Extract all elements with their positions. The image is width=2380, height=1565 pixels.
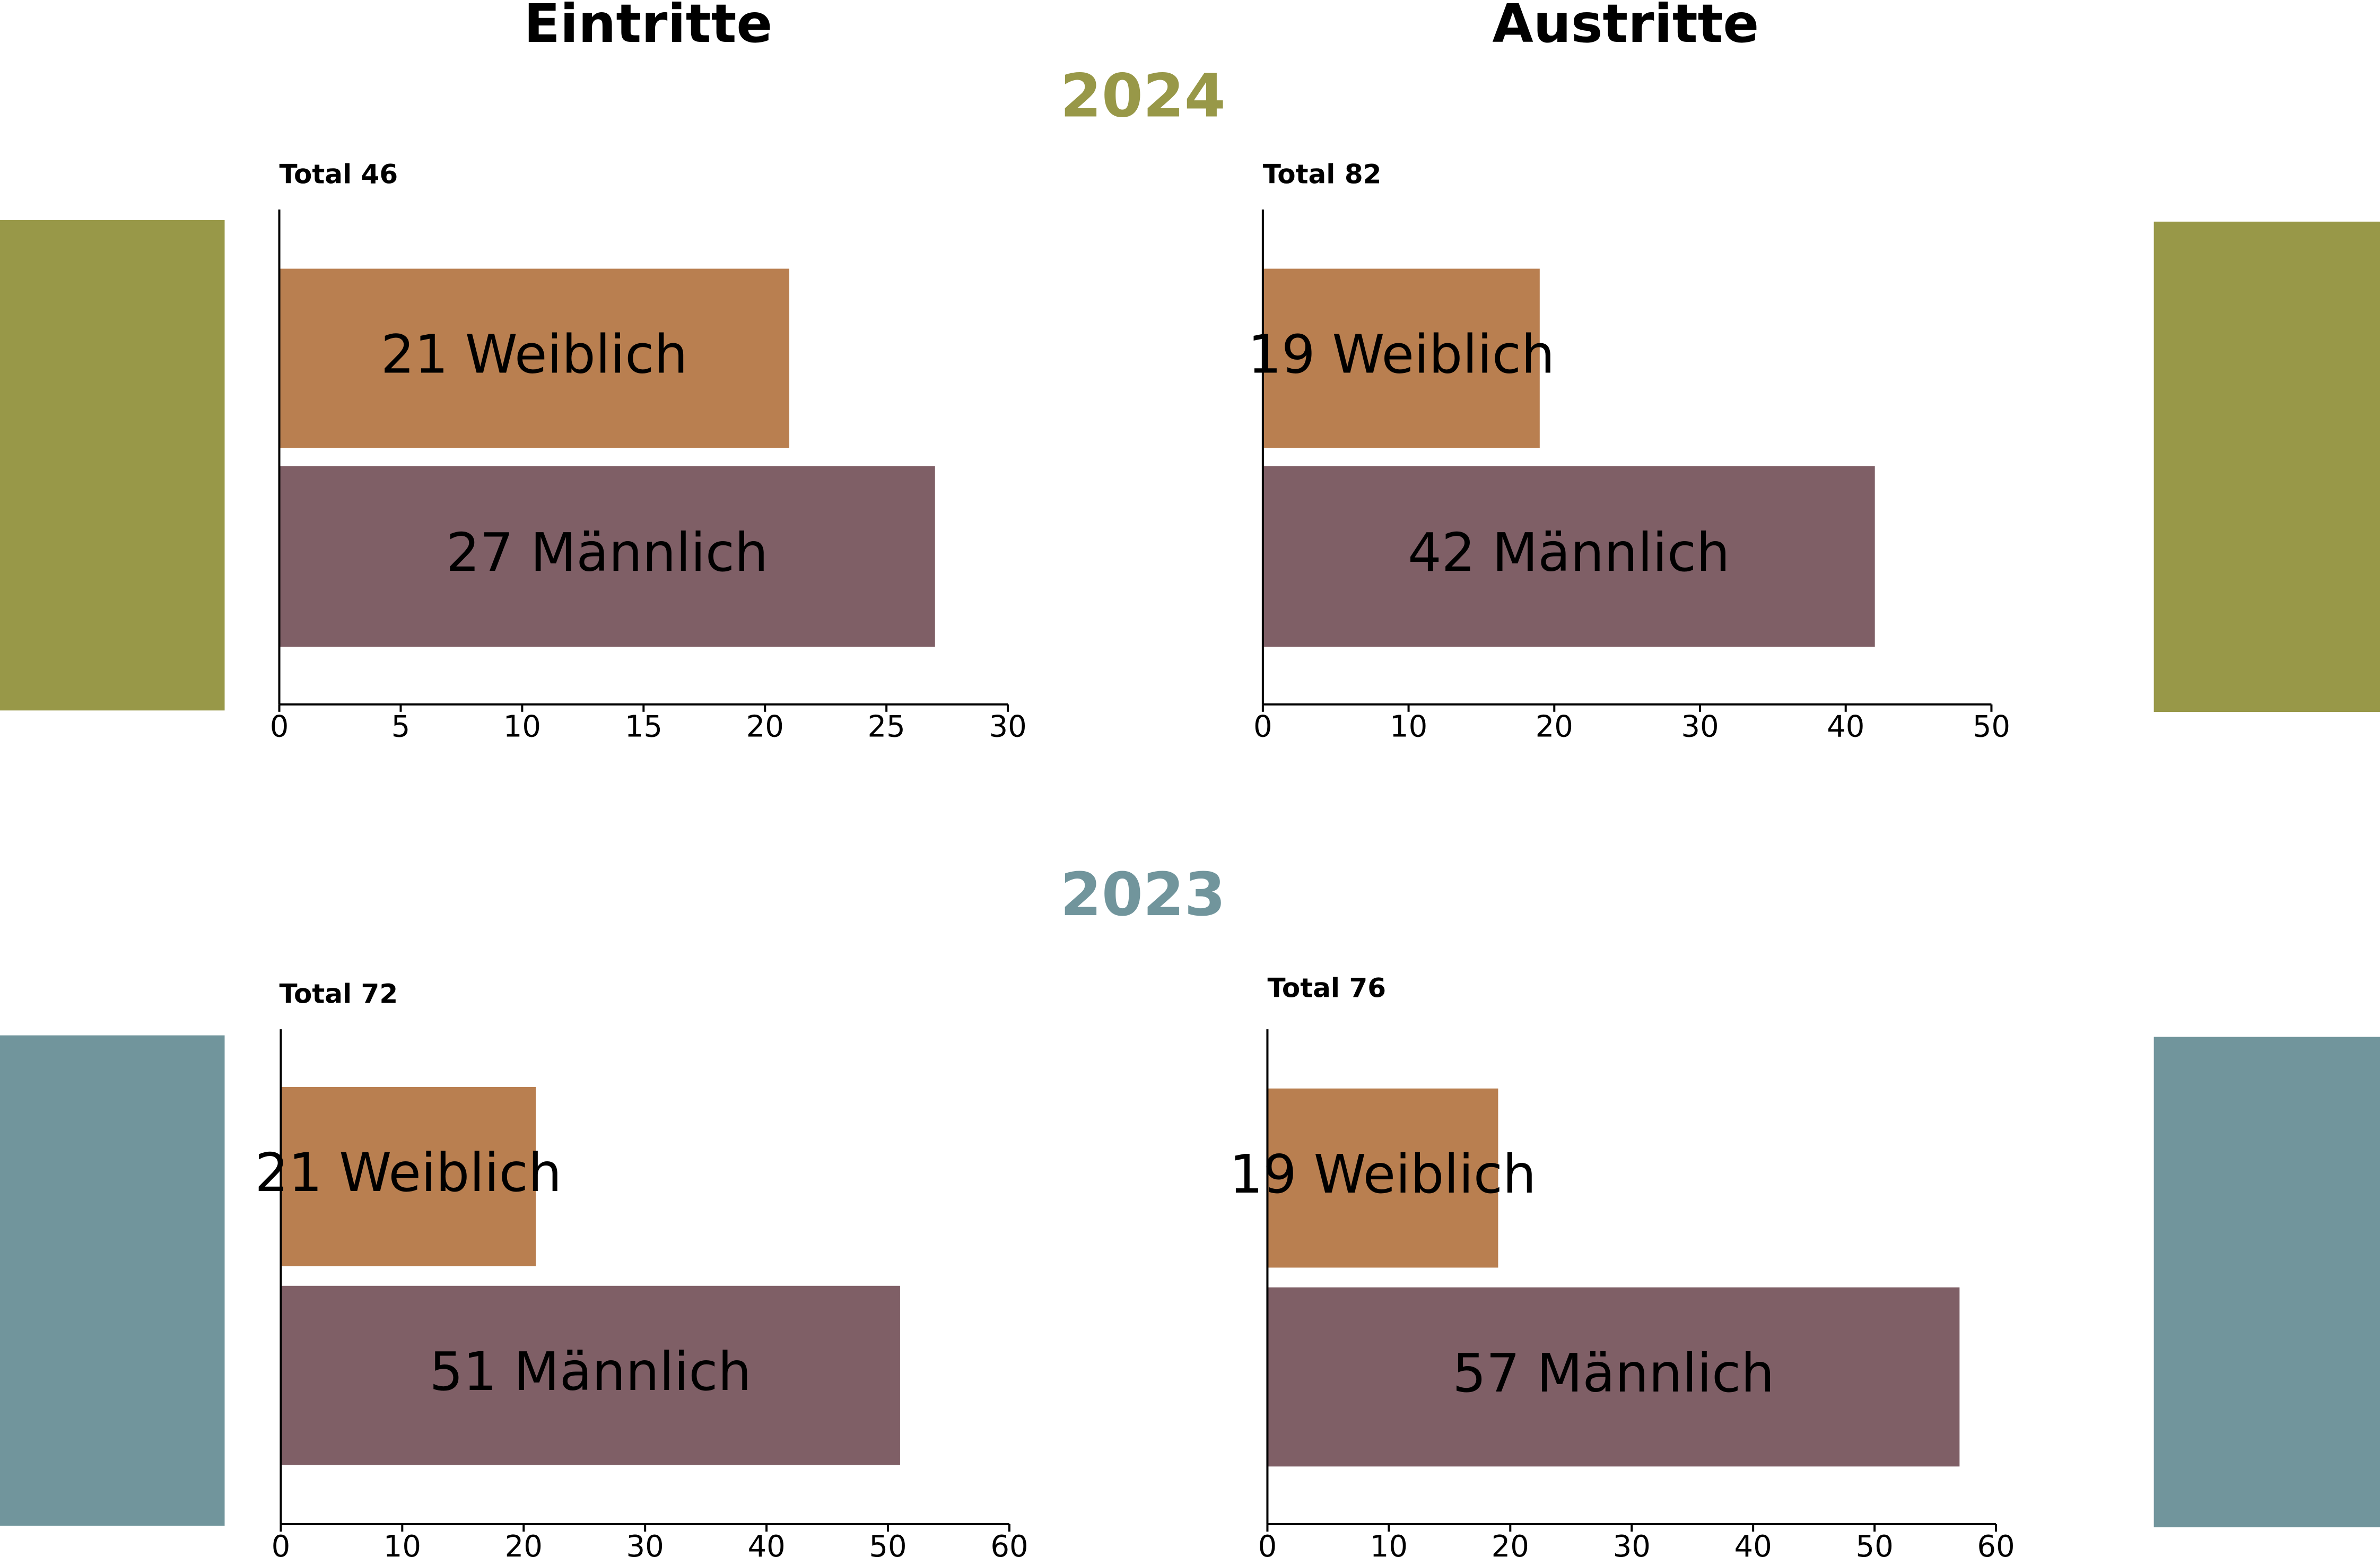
bar (1262, 268, 1540, 448)
x-tick-label: 15 (625, 710, 662, 744)
total-label: Total 72 (280, 979, 398, 1010)
x-tick-label: 50 (1973, 710, 2010, 744)
bar-label: 19 Weiblich (1230, 1143, 1537, 1205)
x-tick-label: 10 (1370, 1529, 1408, 1564)
total-label: Total 76 (1267, 972, 1386, 1003)
x-tick-label: 20 (1492, 1529, 1529, 1564)
x-tick-label: 30 (1613, 1529, 1651, 1564)
x-tick-label: 0 (272, 1529, 291, 1564)
bar (1267, 1088, 1498, 1268)
side-block (0, 220, 225, 711)
bar-label: 27 Männlich (446, 521, 768, 584)
x-tick-label: 10 (1390, 710, 1427, 744)
bar (279, 268, 790, 448)
x-tick-label: 25 (868, 710, 905, 744)
x-tick-label: 30 (989, 710, 1026, 744)
x-tick-label: 40 (747, 1529, 785, 1564)
x-tick-label: 5 (391, 710, 411, 744)
bar (279, 466, 935, 647)
x-tick-label: 0 (1253, 710, 1272, 744)
column-title: Eintritte (524, 0, 773, 55)
bar (1262, 466, 1875, 647)
side-block (0, 1035, 225, 1526)
x-tick-label: 60 (1977, 1529, 2015, 1564)
bar-label: 19 Weiblich (1248, 324, 1555, 386)
x-tick-label: 60 (990, 1529, 1028, 1564)
bar-label: 57 Männlich (1452, 1342, 1774, 1404)
year-label: 2023 (1060, 860, 1226, 929)
x-tick-label: 50 (1855, 1529, 1893, 1564)
bar (281, 1086, 536, 1266)
bar-label: 21 Weiblich (255, 1142, 562, 1204)
side-block (2154, 221, 2380, 712)
bar-label: 21 Weiblich (381, 324, 688, 386)
x-tick-label: 20 (505, 1529, 543, 1564)
x-tick-label: 20 (746, 710, 784, 744)
x-tick-label: 20 (1536, 710, 1573, 744)
total-label: Total 46 (280, 159, 398, 189)
bar (281, 1285, 900, 1465)
bar-label: 42 Männlich (1408, 521, 1730, 584)
x-tick-label: 30 (626, 1529, 664, 1564)
x-tick-label: 10 (383, 1529, 421, 1564)
bar (1267, 1287, 1960, 1467)
x-tick-label: 0 (270, 710, 289, 744)
year-label: 2024 (1060, 62, 1226, 131)
x-tick-label: 0 (1258, 1529, 1277, 1564)
bar-label: 51 Männlich (430, 1341, 752, 1403)
x-tick-label: 40 (1734, 1529, 1772, 1564)
x-tick-label: 10 (503, 710, 541, 744)
x-tick-label: 40 (1827, 710, 1864, 744)
x-tick-label: 50 (869, 1529, 906, 1564)
total-label: Total 82 (1263, 159, 1382, 189)
x-tick-label: 30 (1681, 710, 1719, 744)
side-block (2154, 1037, 2380, 1527)
column-title: Austritte (1492, 0, 1759, 55)
